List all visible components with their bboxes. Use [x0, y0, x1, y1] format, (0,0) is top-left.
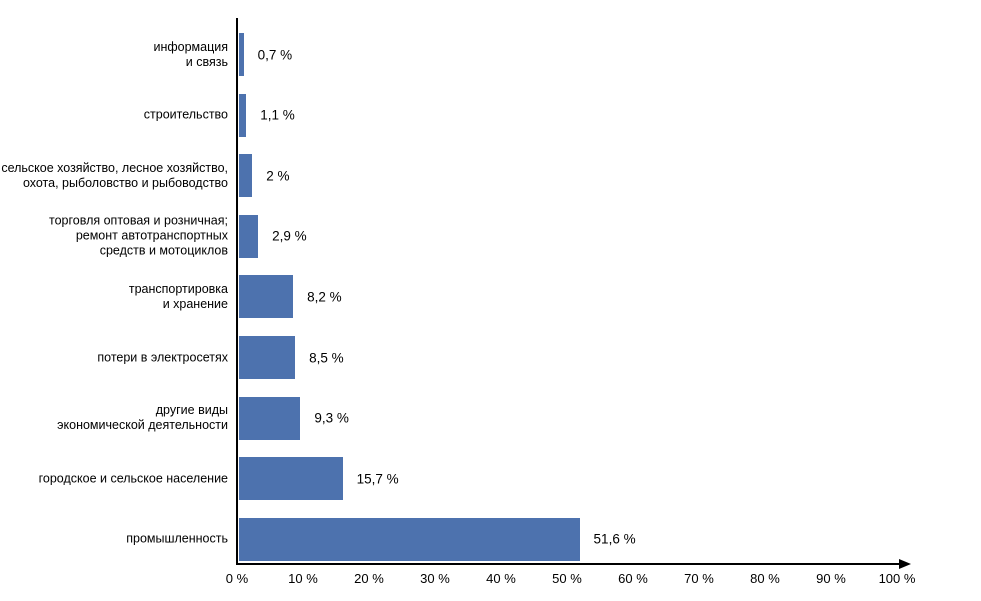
bar [239, 214, 259, 258]
value-label: 1,1 % [260, 107, 295, 123]
x-tick-label: 70 % [684, 571, 714, 586]
category-label: информация и связь [153, 39, 228, 69]
bar [239, 517, 580, 561]
bar [239, 33, 244, 76]
bar [239, 396, 301, 440]
y-axis-line [236, 18, 238, 565]
category-label: торговля оптовая и розничная; ремонт авт… [48, 213, 228, 258]
value-label: 2,9 % [272, 228, 307, 244]
x-tick-label: 60 % [618, 571, 648, 586]
value-label: 9,3 % [314, 410, 349, 426]
bar [239, 336, 296, 379]
category-label: строительство [143, 107, 228, 122]
value-label: 51,6 % [593, 531, 636, 547]
category-label: городское и сельское население [38, 471, 228, 486]
x-tick-label: 0 % [225, 571, 249, 586]
value-label: 2 % [266, 168, 290, 184]
bar [239, 93, 247, 137]
x-tick-label: 50 % [552, 571, 582, 586]
category-label: транспортировка и хранение [128, 281, 228, 311]
x-axis-arrow-icon [899, 559, 911, 569]
category-label: потери в электросетях [97, 350, 228, 364]
bar [239, 457, 343, 501]
category-label: промышленность [126, 531, 228, 546]
x-tick-label: 20 % [354, 571, 384, 586]
value-label: 15,7 % [356, 471, 399, 487]
category-label: сельское хозяйство, лесное хозяйство, ох… [1, 160, 228, 190]
x-tick-label: 10 % [288, 571, 318, 586]
value-label: 0,7 % [257, 47, 293, 62]
x-axis-line [236, 563, 899, 565]
bar [239, 154, 253, 198]
bar [239, 275, 294, 319]
category-label: другие виды экономической деятельности [57, 403, 228, 433]
x-tick-label: 40 % [486, 571, 516, 586]
value-label: 8,2 % [307, 289, 342, 305]
x-tick-label: 100 % [878, 571, 916, 586]
value-label: 8,5 % [309, 350, 344, 365]
x-tick-label: 80 % [750, 571, 780, 586]
x-tick-label: 30 % [420, 571, 450, 586]
x-tick-label: 90 % [816, 571, 846, 586]
